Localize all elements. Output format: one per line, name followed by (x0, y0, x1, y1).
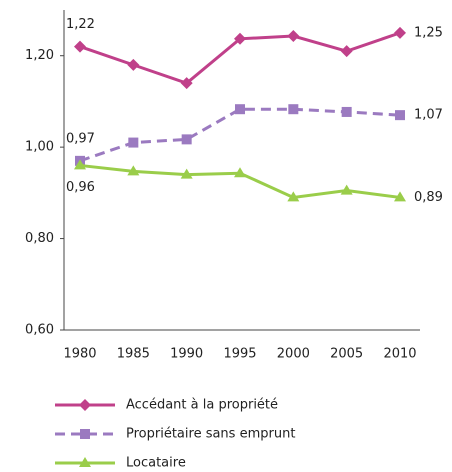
point (234, 32, 246, 45)
point (181, 134, 192, 145)
point (340, 184, 353, 195)
point (288, 104, 299, 115)
data-label: 1,25 (414, 25, 443, 40)
y-tick-label: 1,20 (25, 48, 54, 63)
data-label: 1,22 (66, 17, 95, 32)
point (234, 167, 246, 178)
point (127, 58, 140, 71)
x-tick-label: 1990 (170, 347, 203, 362)
legend-label: Accédant à la propriété (126, 398, 278, 413)
point (180, 168, 193, 179)
point (341, 106, 352, 117)
data-label: 0,89 (414, 190, 443, 205)
x-tick-label: 2000 (277, 347, 310, 362)
legend-marker (79, 457, 91, 467)
point (128, 137, 139, 148)
point (74, 159, 86, 170)
data-label: 0,96 (66, 180, 95, 195)
point (235, 104, 245, 115)
data-label: 1,07 (414, 108, 443, 123)
point (180, 77, 193, 90)
point (287, 191, 300, 202)
point (394, 26, 406, 39)
point (127, 165, 140, 176)
x-tick-label: 2005 (330, 347, 363, 362)
point (287, 30, 300, 43)
x-tick-label: 1980 (63, 347, 96, 362)
legend-label: Locataire (126, 456, 186, 471)
y-tick-label: 1,00 (25, 140, 54, 155)
y-tick-label: 0,80 (25, 231, 54, 246)
series-line (79, 107, 401, 163)
data-label: 0,97 (66, 131, 95, 146)
x-tick-label: 2010 (383, 347, 416, 362)
point (394, 191, 406, 202)
point (340, 45, 353, 58)
legend-label: Propriétaire sans emprunt (126, 427, 295, 442)
legend-marker (79, 399, 91, 411)
y-tick-label: 0,60 (25, 323, 54, 338)
legend-marker (80, 429, 90, 439)
point (395, 110, 405, 121)
x-tick-label: 1985 (117, 347, 150, 362)
point (74, 40, 86, 53)
x-tick-label: 1995 (223, 347, 256, 362)
